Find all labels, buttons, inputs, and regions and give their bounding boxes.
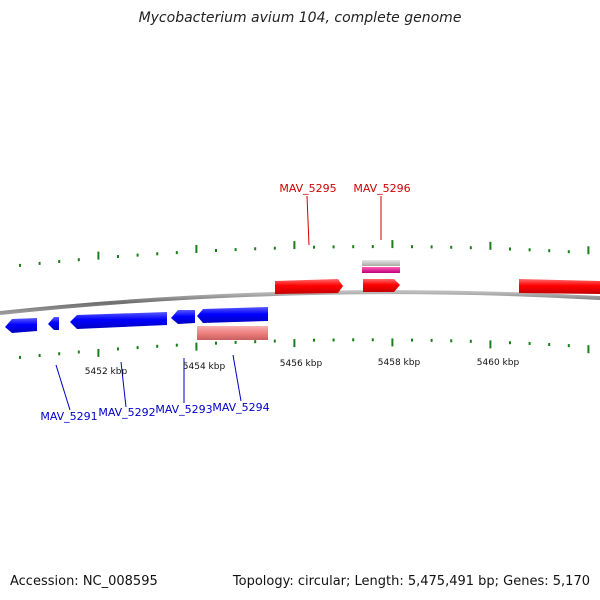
leader-mav-5294 [232,354,242,402]
gene-mav-5296-grey-band[interactable] [362,260,400,266]
gene-mav-5292[interactable] [70,312,167,329]
tick-label-5452: 5452 kbp [85,367,128,377]
tick-label-5460: 5460 kbp [477,358,520,368]
coordinate-labels: 5452 kbp 5454 kbp 5456 kbp 5458 kbp 5460… [85,358,520,377]
label-mav-5292[interactable]: MAV_5292 [98,406,155,419]
reverse-strand-genes [5,307,268,340]
gene-mav-5296-magenta-band[interactable] [362,267,400,273]
tick-label-5456: 5456 kbp [280,359,323,369]
gene-mav-5295[interactable] [275,279,343,294]
label-mav-5294[interactable]: MAV_5294 [212,401,269,414]
label-mav-5295[interactable]: MAV_5295 [279,182,336,195]
label-mav-5296[interactable]: MAV_5296 [353,182,410,195]
gene-mav-5291-b[interactable] [48,317,59,330]
gene-mav-5291-a[interactable] [5,318,37,333]
tick-label-5458: 5458 kbp [378,358,421,368]
label-leaders [55,195,382,411]
gene-mav-5296[interactable] [363,279,400,292]
lower-tick-track [19,338,590,359]
genome-summary-text: Topology: circular; Length: 5,475,491 bp… [232,574,590,589]
gene-mav-5294-secondary[interactable] [197,326,268,340]
gene-mav-5294[interactable] [197,307,268,323]
upper-tick-track [19,240,590,267]
tick-label-5454: 5454 kbp [183,362,226,372]
map-title: Mycobacterium avium 104, complete genome [138,10,462,26]
forward-strand-genes [275,260,600,294]
gene-mav-5293[interactable] [171,310,195,324]
leader-mav-5291 [55,364,71,411]
genome-backbone [0,290,600,315]
gene-forward-right-edge[interactable] [519,279,600,294]
label-mav-5291[interactable]: MAV_5291 [40,410,97,423]
label-mav-5293[interactable]: MAV_5293 [155,403,212,416]
leader-mav-5292 [120,361,127,408]
accession-text: Accession: NC_008595 [10,574,158,589]
forward-gene-labels: MAV_5295 MAV_5296 [279,182,410,195]
reverse-gene-labels: MAV_5291 MAV_5292 MAV_5293 MAV_5294 [40,401,269,423]
leader-mav-5295 [306,195,310,246]
